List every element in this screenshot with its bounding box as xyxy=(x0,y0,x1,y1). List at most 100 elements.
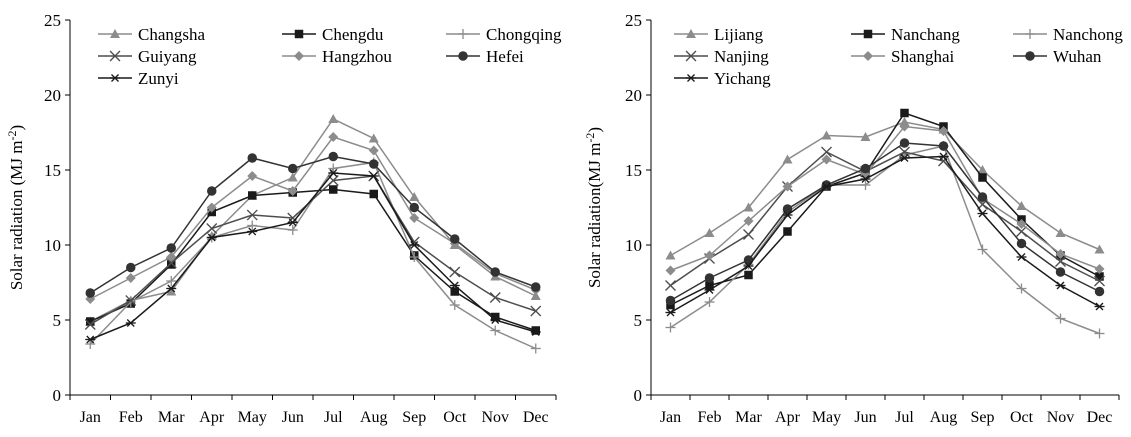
x-tick-label: Oct xyxy=(1010,409,1034,426)
series-line xyxy=(89,155,537,294)
series-line xyxy=(89,118,537,323)
series-hefei xyxy=(85,151,541,298)
x-tick-label: Mar xyxy=(735,409,762,426)
legend-marker xyxy=(685,50,697,62)
y-tick-label: 25 xyxy=(44,11,61,30)
data-point xyxy=(166,276,177,286)
data-point xyxy=(490,267,500,277)
legend-label: Nanjing xyxy=(714,47,769,66)
x-tick-label: May xyxy=(812,409,841,426)
legend-item: Changsha xyxy=(98,25,206,44)
series-line xyxy=(89,175,536,326)
x-tick-label: Sep xyxy=(402,409,426,426)
data-point xyxy=(743,202,754,212)
data-point xyxy=(665,295,676,306)
chart-2: 0 5 10 15 20 25 Jan Feb Mar Apr May Jun Jul Aug Sep Oct… xyxy=(583,11,1123,426)
series-line xyxy=(670,142,1100,302)
legend-label: Shanghai xyxy=(891,47,955,66)
data-point xyxy=(704,273,715,283)
series-chengdu xyxy=(86,185,540,335)
series-line xyxy=(670,155,1100,314)
data-point xyxy=(860,175,871,183)
series-line xyxy=(89,172,536,341)
legend-marker xyxy=(458,29,468,39)
data-point xyxy=(206,233,217,242)
data-point xyxy=(409,241,420,249)
y-tick-label: 0 xyxy=(634,386,643,405)
data-point xyxy=(1095,272,1104,281)
legend-label: Yichang xyxy=(714,69,771,88)
x-tick-label: Jul xyxy=(895,409,914,426)
y-tick-label: 0 xyxy=(53,386,62,405)
data-point xyxy=(84,319,96,330)
y-tick-label: 10 xyxy=(625,236,642,255)
legend-label: Changsha xyxy=(138,25,206,44)
chart-1: 0 5 10 15 20 25 Jan Feb Mar Apr May Jun Jul Aug Sep Oct… xyxy=(5,11,562,426)
data-point xyxy=(743,262,754,270)
data-point xyxy=(1094,302,1105,311)
data-point xyxy=(782,204,793,214)
data-point xyxy=(166,252,177,262)
data-point xyxy=(1055,228,1066,237)
data-point xyxy=(287,218,298,227)
legend-marker xyxy=(863,51,873,61)
legend-label: Lijiang xyxy=(714,25,764,44)
data-point xyxy=(409,252,420,262)
legend-item: Nanchong xyxy=(1013,25,1123,44)
legend-label: Nanchong xyxy=(1053,25,1123,44)
data-point xyxy=(530,343,541,354)
legend-marker xyxy=(686,74,696,82)
data-point xyxy=(287,186,298,196)
data-point xyxy=(821,182,832,191)
legend-label: Guiyang xyxy=(138,47,197,66)
legend-item: Nanchang xyxy=(851,25,960,44)
data-point xyxy=(665,250,676,260)
x-tick-label: Aug xyxy=(930,409,958,426)
data-point xyxy=(328,151,338,162)
y-axis-label: Solar radiation(MJ m-2) xyxy=(583,127,604,288)
data-point xyxy=(368,145,379,156)
y-tick-label: 25 xyxy=(625,11,642,30)
y-tick-label: 20 xyxy=(625,86,642,105)
legend-item: Hefei xyxy=(446,47,524,66)
series-zunyi xyxy=(85,169,541,344)
legend-label: Nanchang xyxy=(891,25,960,44)
legend-item: Hangzhou xyxy=(282,47,392,66)
x-tick-label: Jan xyxy=(660,409,681,426)
data-point xyxy=(368,172,379,180)
data-point xyxy=(938,155,949,167)
data-point xyxy=(704,228,715,237)
y-axis-label: Solar radiation (MJ m-2) xyxy=(5,125,26,290)
data-point xyxy=(86,317,95,326)
data-point xyxy=(704,286,715,294)
data-point xyxy=(1094,244,1105,254)
data-point xyxy=(328,132,339,142)
x-tick-label: Jun xyxy=(282,409,304,426)
legend-item: Chengdu xyxy=(282,25,384,44)
data-point xyxy=(1055,256,1066,267)
y-tick-label: 5 xyxy=(53,311,62,330)
data-point xyxy=(449,300,460,310)
data-point xyxy=(409,202,419,213)
data-point xyxy=(246,209,258,221)
x-tick-label: Apr xyxy=(199,409,225,426)
data-point xyxy=(665,280,676,291)
data-point xyxy=(665,265,676,276)
data-point xyxy=(165,257,177,269)
x-tick-label: May xyxy=(238,409,267,426)
legend-marker xyxy=(294,51,304,61)
data-point xyxy=(126,262,136,273)
data-point xyxy=(125,295,137,306)
y-tick-label: 15 xyxy=(625,161,642,180)
data-point xyxy=(1055,281,1066,290)
legend: Changsha Chengdu Chongqing Guiyang Hangzhou H… xyxy=(98,25,562,88)
data-point xyxy=(369,189,378,199)
series-changsha xyxy=(85,114,541,326)
data-point xyxy=(328,169,339,177)
data-point xyxy=(449,281,460,290)
data-point xyxy=(977,165,988,174)
data-point xyxy=(85,335,96,344)
data-point xyxy=(783,227,792,236)
data-point xyxy=(125,273,136,283)
data-point xyxy=(978,173,987,182)
